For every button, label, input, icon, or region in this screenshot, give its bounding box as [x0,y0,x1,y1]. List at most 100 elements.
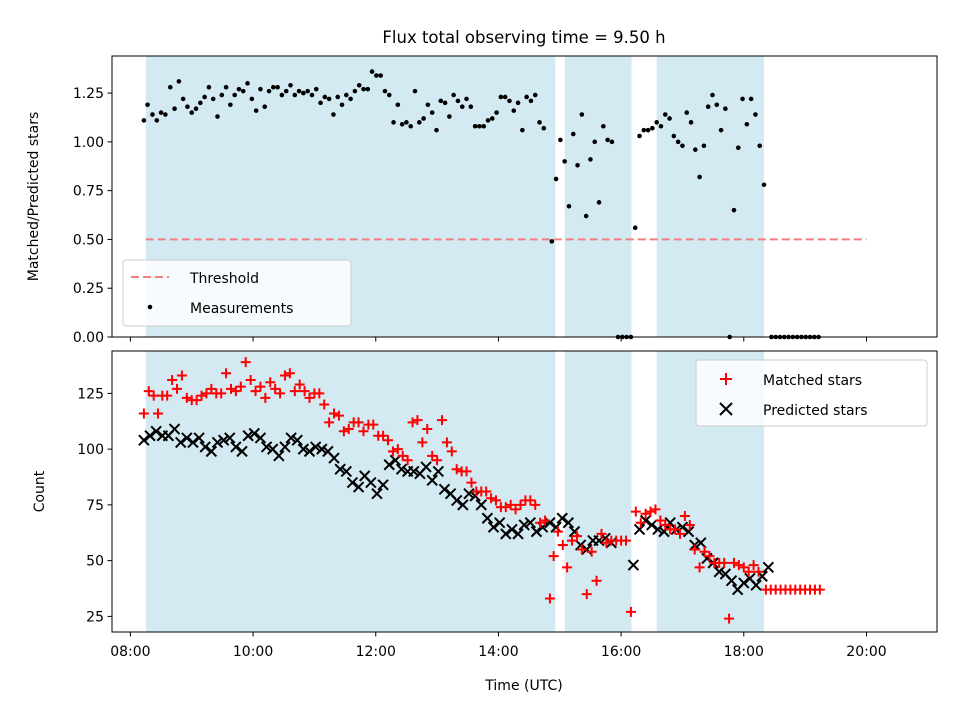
predicted-star-point [682,525,695,538]
measurement-point [481,123,487,129]
predicted-star-point [438,483,451,495]
measurement-point [455,98,461,104]
measurement-point [279,92,285,98]
matched-star-point [510,504,521,515]
matched-star-point [660,519,671,530]
matched-star-point [255,381,266,392]
measurement-point [705,104,711,110]
measurement-point [718,127,724,133]
y-tick-label: 1.25 [73,86,104,102]
matched-star-point [333,410,344,421]
y-tick-label: 0.50 [73,232,104,248]
matched-star-point [733,560,744,571]
predicted-star-point [285,432,297,444]
measurement-point [710,92,715,98]
matched-star-point [576,544,587,555]
matched-star-point [684,519,695,530]
measurement-point [232,92,237,98]
matched-star-point [387,446,398,457]
measurement-point [697,174,702,180]
matched-star-point [753,566,764,577]
measurement-point [271,84,276,90]
measurement-point [714,102,720,108]
measurement-point [253,108,259,113]
measurement-point [258,86,263,92]
observing-window-2 [564,56,632,337]
matched-star-point [645,506,656,517]
predicted-star-point [144,430,156,442]
measurement-point [331,112,336,117]
predicted-star-point [181,432,193,444]
matched-star-point [427,450,438,461]
measurement-point [650,125,655,131]
matched-star-point [446,446,457,457]
matched-star-point [358,426,369,437]
measurement-point [335,94,341,100]
predicted-star-point [236,445,248,458]
measurement-point [322,94,328,100]
measurement-point [753,112,758,117]
matched-star-point [500,502,511,513]
predicted-star-point [556,512,568,524]
measurement-point [395,102,401,108]
predicted-star-point [199,441,211,453]
measurement-point [185,104,190,110]
matched-star-point [275,388,286,399]
matched-star-point [525,495,536,506]
measurement-point [667,116,672,121]
matched-star-point [679,511,690,522]
predicted-star-point [408,465,420,478]
matched-star-point [719,557,730,568]
matched-star-point [552,526,563,537]
predicted-star-point [389,454,402,466]
measurement-point [438,98,444,104]
observing-window-2 [564,351,632,632]
predicted-star-point [544,517,556,529]
matched-star-point [441,437,452,448]
measurement-point [658,123,664,129]
matched-star-point [378,430,389,441]
matched-star-point [544,593,555,604]
matched-star-point [571,531,582,542]
predicted-star-point [248,427,261,440]
matched-star-point [581,589,592,600]
measurement-point [145,102,150,108]
predicted-star-point [738,577,750,589]
matched-star-point [284,368,295,379]
bottom-legend: Matched stars Predicted stars [695,359,928,427]
measurement-point [399,121,405,127]
matched-star-point [279,370,290,381]
measurement-point [154,118,160,123]
y-tick-label: 1.00 [73,135,104,151]
measurement-point [417,120,422,125]
measurement-point [748,96,754,102]
matched-star-point [289,386,300,397]
measurement-point [374,73,379,78]
bottom-legend-box [695,359,928,427]
matched-star-point [490,495,501,506]
predicted-star-point [633,523,646,536]
matched-star-point [621,535,632,546]
top-plot-frame [111,55,938,338]
matched-star-point [353,417,364,428]
predicted-star-point [309,441,322,453]
measurement-point [494,110,499,115]
predicted-star-point [469,490,481,502]
matched-star-point [748,560,759,571]
measurement-point [757,143,763,149]
measurement-point [206,84,212,90]
measurement-point [296,88,302,94]
matched-star-point [738,562,749,573]
matched-star-point [601,537,612,548]
measurement-point [507,98,512,104]
matched-star-point [294,379,305,390]
measurement-point [228,102,233,108]
measurement-point [365,86,371,92]
matched-star-point [548,551,559,562]
top-axis-ticks: 0.00 0.25 0.50 0.75 1.00 1.25 [73,86,867,346]
matched-star-point [240,357,251,368]
measurement-point [693,147,698,152]
predicted-star-point [481,512,494,524]
matched-star-point [235,381,246,392]
matched-star-point [704,551,715,562]
